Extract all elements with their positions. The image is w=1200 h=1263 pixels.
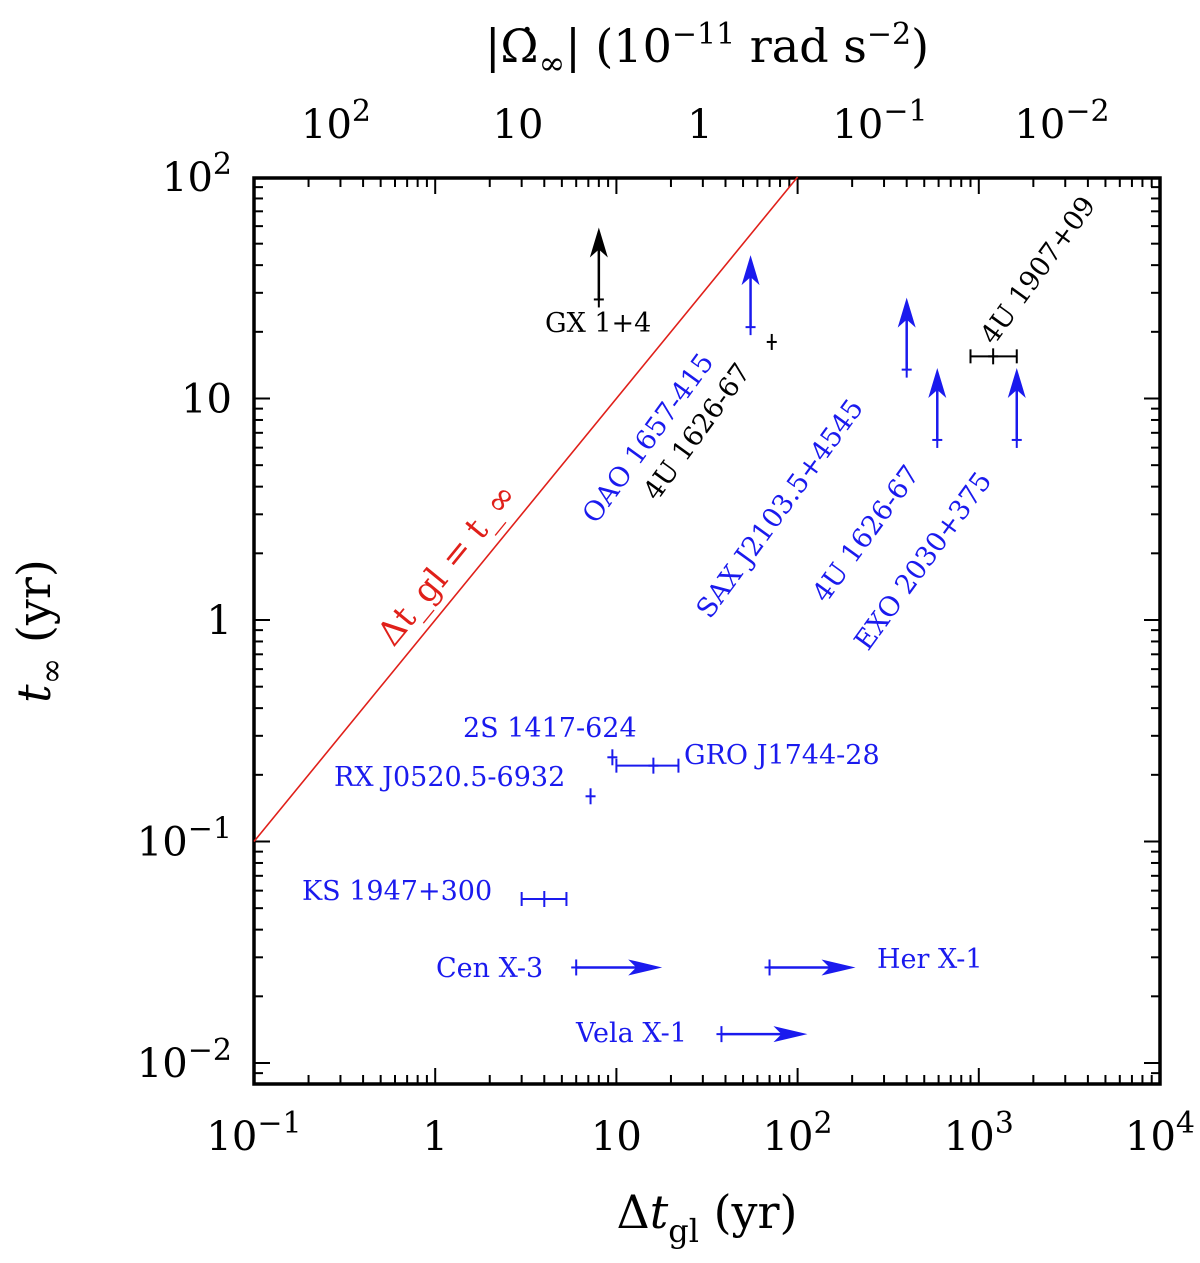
source-point: RX J0520.5-6932	[334, 762, 596, 805]
limit-arrow-head	[628, 959, 663, 976]
limit-arrow-head	[741, 255, 760, 286]
limit-arrow-head	[897, 297, 916, 328]
source-point: 4U 1907+09	[969, 191, 1102, 365]
source-point: 2S 1417-624	[463, 713, 637, 766]
y-tick-label: 102	[162, 147, 232, 201]
source-point: Her X-1	[764, 944, 983, 976]
top-tick-label: 10−1	[832, 94, 927, 148]
x-tick-label: 10	[591, 1114, 642, 1160]
source-point: Cen X-3	[436, 953, 663, 984]
top-tick-label: 1	[687, 102, 712, 148]
limit-arrow-head	[1007, 367, 1026, 398]
source-point: Vela X-1	[575, 1018, 808, 1049]
x-tick-label: 1	[422, 1114, 447, 1160]
x-tick-label: 103	[944, 1106, 1014, 1160]
source-label: GX 1+4	[545, 308, 651, 339]
x-tick-label: 102	[763, 1106, 833, 1160]
limit-arrow-head	[589, 227, 608, 258]
y-tick-label: 10	[181, 377, 232, 423]
source-label: 2S 1417-624	[463, 713, 637, 744]
top-tick-label: 10−2	[1014, 94, 1109, 148]
top-axis-title: |Ω̇∞| (10−11 rad s−2)	[485, 17, 929, 82]
reference-line	[253, 176, 799, 843]
plot-frame	[252, 176, 1162, 1086]
x-tick-label: 104	[1125, 1106, 1195, 1160]
reference-line-label: Δt_gl = t_∞	[369, 476, 525, 654]
y-tick-label: 10−1	[137, 812, 232, 866]
y-tick-label: 1	[207, 598, 232, 644]
source-label: Her X-1	[877, 944, 983, 975]
source-label: GRO J1744-28	[684, 740, 880, 771]
source-point: GX 1+4	[545, 227, 651, 339]
source-label: EXO 2030+375	[849, 466, 999, 656]
tick-labels-layer: 10−1 1 10 102 103 104 10−2 10−1 1 10 102 102 10 1 10−1…	[137, 94, 1195, 1160]
source-point: KS 1947+300	[302, 876, 568, 908]
source-point: SAX J2103.5+4545	[691, 297, 916, 624]
source-label: Vela X-1	[575, 1018, 687, 1049]
source-label: 4U 1907+09	[975, 191, 1102, 350]
top-tick-label: 102	[301, 94, 371, 148]
limit-arrow-head	[928, 367, 947, 398]
x-axis-title: Δtgl (yr)	[617, 1185, 798, 1250]
y-axis-title: t∞ (yr)	[7, 559, 70, 703]
source-label: RX J0520.5-6932	[334, 762, 565, 793]
source-label: Cen X-3	[436, 953, 543, 984]
y-tick-label: 10−2	[137, 1033, 232, 1087]
source-label: KS 1947+300	[302, 876, 492, 907]
source-point: GRO J1744-28	[615, 740, 880, 774]
limit-arrow-head	[821, 959, 856, 976]
top-tick-label: 10	[493, 102, 544, 148]
x-tick-label: 10−1	[206, 1106, 301, 1160]
limit-arrow-head	[773, 1026, 808, 1043]
